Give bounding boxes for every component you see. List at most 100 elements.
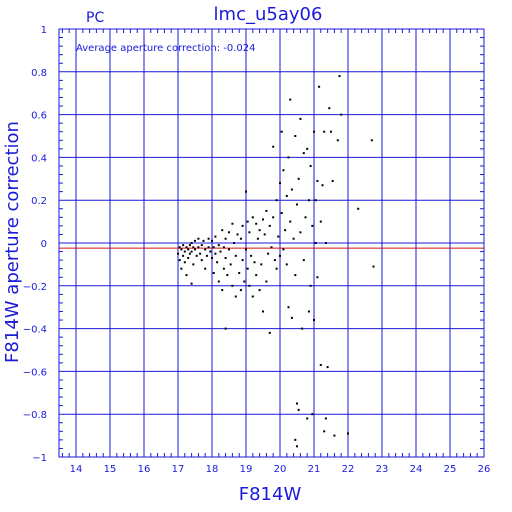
data-point	[190, 282, 193, 285]
data-point	[357, 207, 360, 210]
average-annotation: Average aperture correction: -0.024	[76, 43, 256, 54]
x-tick-label: 25	[444, 464, 457, 475]
data-point	[340, 113, 343, 116]
data-point	[207, 246, 210, 249]
data-point	[311, 224, 314, 227]
data-point	[224, 237, 227, 240]
data-point	[277, 235, 280, 238]
data-point	[294, 274, 297, 277]
data-point	[228, 231, 230, 234]
data-point	[246, 220, 249, 223]
y-tick-label: −0.8	[23, 410, 47, 421]
data-point	[302, 259, 305, 262]
data-point	[205, 254, 208, 257]
data-point	[248, 284, 251, 287]
x-tick-label: 15	[104, 464, 117, 475]
data-point	[255, 274, 258, 277]
data-point	[200, 259, 203, 262]
data-point	[217, 244, 220, 247]
data-point	[190, 242, 193, 244]
data-point	[284, 229, 287, 232]
x-tick-label: 17	[172, 464, 185, 475]
data-point	[268, 331, 271, 334]
data-point	[228, 248, 230, 251]
data-point	[289, 220, 292, 223]
data-point	[258, 229, 261, 232]
data-point	[268, 224, 271, 227]
data-point	[304, 216, 307, 219]
data-point	[316, 276, 319, 279]
y-tick-label: 0.4	[31, 153, 47, 164]
data-point	[280, 212, 283, 215]
data-point	[187, 248, 190, 251]
data-point	[222, 267, 225, 270]
data-point	[319, 220, 322, 223]
y-axis-label: F814W aperture correction	[2, 121, 23, 363]
data-point	[197, 246, 200, 249]
data-point	[192, 263, 195, 266]
data-point	[241, 224, 244, 227]
data-point	[194, 239, 196, 242]
y-tick-label: −1	[32, 453, 47, 464]
data-point	[185, 246, 188, 249]
data-point	[279, 254, 281, 257]
data-point	[299, 231, 302, 234]
data-point	[311, 413, 314, 416]
data-point	[239, 289, 242, 292]
data-point	[324, 242, 327, 244]
data-point	[306, 147, 309, 150]
x-tick-label: 26	[478, 464, 491, 475]
data-point	[177, 252, 179, 255]
data-point	[309, 164, 312, 167]
data-point	[243, 280, 246, 283]
y-tick-label: 0.2	[31, 196, 47, 207]
data-point	[331, 179, 334, 182]
data-point	[231, 222, 234, 225]
y-tick-label: 1	[41, 25, 47, 36]
data-point	[273, 259, 276, 262]
data-point	[265, 209, 268, 212]
data-point	[212, 271, 215, 274]
data-point	[297, 177, 300, 180]
data-point	[248, 231, 251, 234]
data-point	[239, 237, 242, 240]
x-tick-label: 21	[308, 464, 321, 475]
data-point	[275, 199, 278, 202]
data-point	[200, 244, 203, 247]
data-point	[194, 248, 196, 251]
data-point	[207, 237, 210, 240]
corner-label: PC	[86, 10, 104, 26]
data-point	[306, 417, 309, 420]
data-point	[287, 306, 290, 309]
data-point	[192, 246, 195, 249]
data-point	[199, 252, 202, 255]
data-point	[326, 366, 329, 369]
data-point	[272, 145, 275, 148]
data-point	[287, 156, 290, 159]
data-point	[296, 203, 298, 206]
data-point	[372, 265, 375, 268]
y-tick-label: 0.8	[31, 68, 47, 79]
data-point	[256, 237, 259, 240]
data-point	[336, 139, 339, 142]
data-point	[270, 246, 273, 249]
data-point	[236, 233, 239, 236]
data-point	[319, 363, 322, 366]
data-point	[187, 256, 190, 259]
data-point	[246, 267, 249, 270]
data-point	[292, 237, 295, 240]
data-point	[195, 254, 198, 257]
data-point	[316, 179, 319, 182]
data-point	[289, 98, 292, 101]
grid	[58, 28, 485, 458]
data-point	[347, 432, 349, 435]
data-point	[185, 274, 188, 277]
data-point	[214, 235, 217, 238]
data-point	[307, 199, 310, 202]
data-point	[260, 263, 263, 266]
data-point	[224, 256, 227, 259]
x-tick-label: 16	[138, 464, 151, 475]
data-point	[212, 246, 215, 249]
data-point	[222, 246, 225, 249]
data-point	[182, 254, 185, 257]
